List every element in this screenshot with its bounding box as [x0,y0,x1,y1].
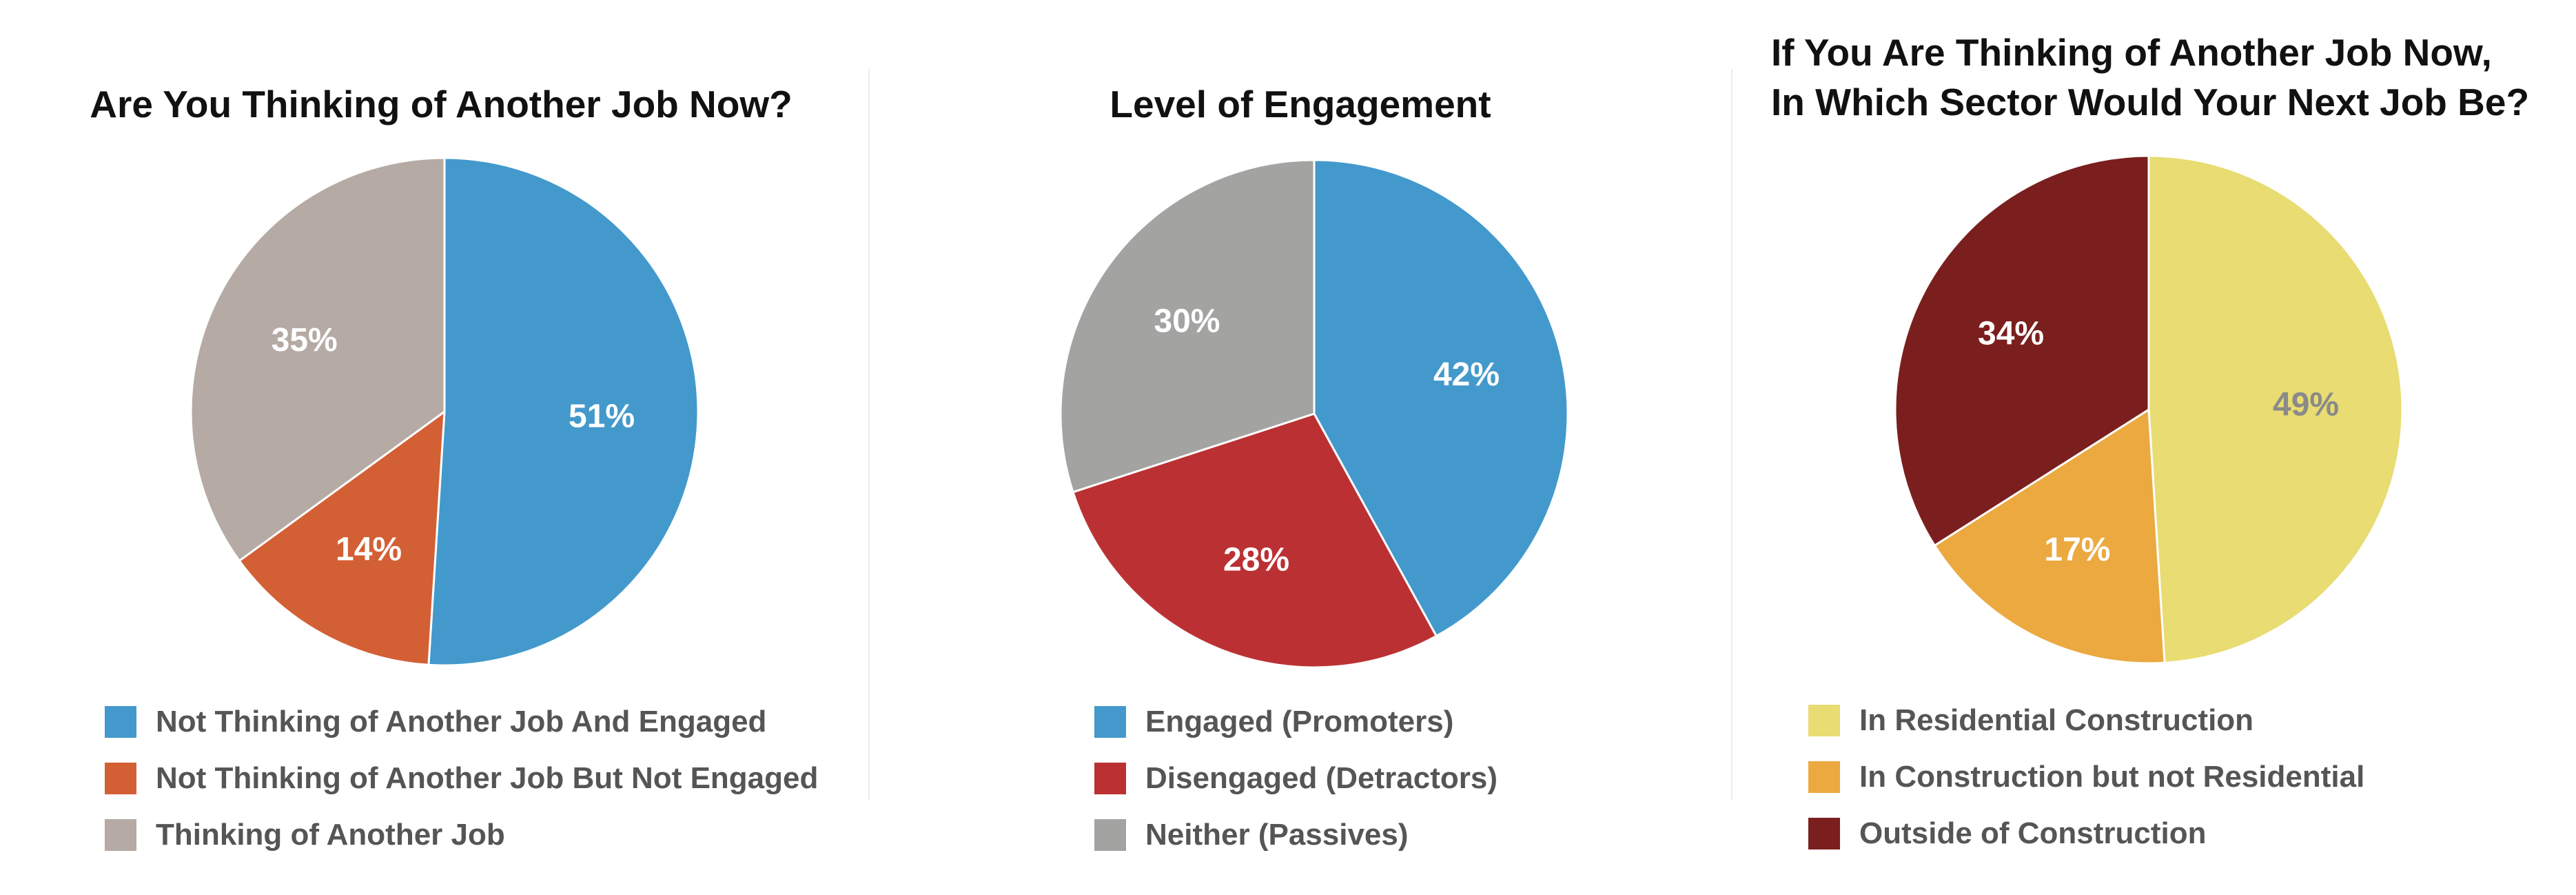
legend-swatch [1094,819,1126,851]
pie-slice [1072,412,1438,669]
pie-slice-label: 51% [569,399,635,435]
legend-swatch [105,819,136,851]
pie-slice-label: 17% [2044,532,2110,568]
legend-swatch [105,706,136,738]
legend-label: Neither (Passives) [1145,818,1409,852]
chart-title-3-line: If You Are Thinking of Another Job Now, [1771,31,2492,74]
pie-slice [427,157,699,667]
legend-item: Neither (Passives) [1094,807,1497,863]
pie-slice [238,410,446,666]
pie-slice [2147,154,2404,664]
legend-swatch [1808,761,1840,793]
pie-chart-1: 51% 14% 35% [190,157,699,667]
legend-label: Outside of Construction [1859,816,2207,850]
legend-label: Disengaged (Detractors) [1145,761,1498,795]
legend-item: Not Thinking of Another Job And Engaged [105,694,818,750]
pie-slice [1894,154,2150,547]
legend-item: Disengaged (Detractors) [1094,750,1497,807]
pie-slice-label: 14% [336,531,402,567]
legend-1: Not Thinking of Another Job And Engaged … [105,694,818,863]
legend-label: Engaged (Promoters) [1145,705,1454,738]
legend-item: Thinking of Another Job [105,807,818,863]
legend-label: In Construction but not Residential [1859,760,2365,794]
chart-title-3: If You Are Thinking of Another Job Now, I… [1771,28,2570,127]
chart-panel-1: Are You Thinking of Another Job Now? 51%… [0,0,868,895]
legend-2: Engaged (Promoters) Disengaged (Detracto… [1094,694,1497,863]
pie-chart-2: 42% 28% 30% [1059,159,1569,669]
legend-item: Outside of Construction [1808,805,2364,862]
legend-label: Not Thinking of Another Job But Not Enga… [156,761,819,795]
legend-item: Not Thinking of Another Job But Not Enga… [105,750,818,807]
legend-swatch [1094,706,1126,738]
pie-slice-label: 30% [1154,303,1220,339]
legend-item: In Residential Construction [1808,692,2364,749]
legend-item: Engaged (Promoters) [1094,694,1497,750]
pie-slice-label: 35% [272,322,338,359]
legend-label: Thinking of Another Job [156,818,505,852]
chart-title-1: Are You Thinking of Another Job Now? [90,83,793,125]
panel-divider [1731,69,1732,800]
legend-swatch [1808,818,1840,849]
legend-3: In Residential Construction In Construct… [1808,692,2364,862]
legend-swatch [1808,705,1840,736]
legend-label: Not Thinking of Another Job And Engaged [156,705,767,738]
chart-title-3-line: In Which Sector Would Your Next Job Be? [1771,81,2530,123]
legend-item: In Construction but not Residential [1808,749,2364,805]
pie-slice-label: 34% [1978,316,2044,352]
legend-label: In Residential Construction [1859,703,2254,737]
panel-divider [868,69,870,800]
pie-chart-3: 49% 17% 34% [1894,154,2404,665]
pie-slice [190,157,446,562]
legend-swatch [1094,763,1126,794]
pie-slice-label: 28% [1223,542,1289,579]
pie-slice [1059,159,1316,494]
pie-slice-label: 49% [2273,386,2339,423]
pie-slice [1933,408,2166,665]
legend-swatch [105,763,136,794]
chart-panel-2: Level of Engagement 42% 28% 30% Engaged (P… [870,0,1731,895]
chart-panel-3: If You Are Thinking of Another Job Now, I… [1732,0,2576,895]
chart-title-2: Level of Engagement [1110,83,1491,125]
pie-slice [1313,159,1569,637]
pie-slice-label: 42% [1433,356,1500,393]
